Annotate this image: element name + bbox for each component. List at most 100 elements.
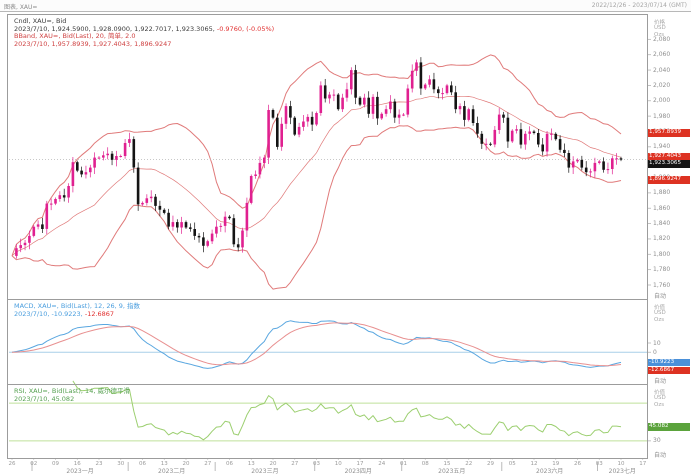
candle-body <box>593 162 597 172</box>
candle-body <box>254 174 257 176</box>
candle-body <box>558 139 562 150</box>
bollinger-lower-line <box>11 125 622 290</box>
candle-body <box>119 156 122 157</box>
candle-body <box>410 70 414 89</box>
candle-body <box>102 155 105 158</box>
candle-body <box>437 89 440 94</box>
candle-body <box>293 117 296 135</box>
candle-body <box>141 202 144 205</box>
candle-body <box>154 196 157 206</box>
macd-line <box>11 320 622 369</box>
candle-body <box>545 133 549 152</box>
window-top-bar: 图表, XAU= 2022/12/26 - 2023/07/14 (GMT) <box>0 0 691 12</box>
candle-body <box>36 224 40 227</box>
candle-body <box>280 123 283 147</box>
candle-body <box>289 106 292 118</box>
candle-body <box>97 157 101 159</box>
chart-tab-label[interactable]: 图表, XAU= <box>4 4 38 11</box>
candle-body <box>32 226 36 236</box>
candle-body <box>328 94 331 99</box>
candle-body <box>528 131 531 134</box>
candle-body <box>584 167 588 173</box>
candle-body <box>611 158 614 169</box>
legend-macd-series: MACD, XAU=, Bid(Last), 12, 26, 9, 指数 <box>14 302 141 310</box>
candle-body <box>354 70 357 98</box>
candle-body <box>67 186 70 198</box>
candle-body <box>345 89 349 98</box>
candle-body <box>393 101 397 118</box>
candle-body <box>493 129 497 145</box>
candle-body <box>236 244 240 248</box>
candle-body <box>297 126 301 135</box>
candle-body <box>167 212 170 227</box>
candle-body <box>123 143 127 156</box>
candle-body <box>537 133 540 145</box>
candle-body <box>23 242 27 246</box>
candle-body <box>41 224 44 229</box>
candle-body <box>415 62 418 71</box>
candle-body <box>215 226 218 234</box>
candle-body <box>367 97 370 114</box>
candle-body <box>519 129 523 145</box>
candle-body <box>589 171 592 173</box>
candle-body <box>193 229 196 236</box>
candle-body <box>62 195 66 198</box>
candle-body <box>402 114 405 116</box>
candle-body <box>389 101 392 110</box>
date-range-label: 2022/12/26 - 2023/07/14 (GMT) <box>591 2 687 9</box>
legend-macd-values: 2023/7/10, -10.9223, -12.6867 <box>14 309 115 318</box>
candle-body <box>350 70 353 90</box>
candle-body <box>541 144 544 152</box>
candle-body <box>171 222 175 227</box>
candle-body <box>145 198 149 203</box>
candle-body <box>371 96 375 114</box>
bollinger-upper-line <box>11 54 622 256</box>
candle-body <box>602 161 605 170</box>
legend-rsi-value: 2023/7/10, 45.082 <box>14 394 75 403</box>
candle-body <box>406 88 410 115</box>
candle-body <box>271 110 275 118</box>
candle-body <box>162 209 166 213</box>
candle-body <box>567 153 571 168</box>
candle-body <box>441 93 444 95</box>
candle-body <box>210 233 214 242</box>
candle-body <box>484 143 488 145</box>
bollinger-middle-line <box>11 95 622 257</box>
candle-body <box>606 169 610 171</box>
candle-body <box>106 153 109 156</box>
candle-body <box>341 97 344 110</box>
candle-body <box>245 202 249 231</box>
candle-body <box>267 110 270 158</box>
candle-body <box>158 205 162 210</box>
candle-body <box>423 84 427 89</box>
candle-body <box>241 230 244 248</box>
legend-ohlc-values: 2023/7/10, 1,924.5900, 1,928.0900, 1,922… <box>14 24 275 33</box>
candle-body <box>180 222 183 228</box>
candle-body <box>480 133 484 144</box>
candle-body <box>615 158 618 160</box>
candle-body <box>263 157 266 163</box>
candle-body <box>397 114 401 118</box>
candle-body <box>323 85 327 99</box>
candle-body <box>467 109 470 120</box>
candle-body <box>76 162 79 171</box>
candle-body <box>223 216 227 226</box>
candle-body <box>71 162 75 186</box>
candle-body <box>310 116 314 125</box>
candle-body <box>189 227 192 229</box>
candle-body <box>515 129 518 131</box>
candle-body <box>276 117 279 147</box>
candle-body <box>219 225 223 227</box>
candle-body <box>249 176 253 203</box>
rsi-line <box>72 380 622 441</box>
candle-body <box>489 143 492 145</box>
candle-body <box>336 94 340 110</box>
candle-body <box>445 85 449 94</box>
legend-macd-signal-value: -12.6867 <box>84 309 115 318</box>
candle-body <box>598 161 601 163</box>
candle-body <box>176 222 179 228</box>
candle-body <box>115 156 118 160</box>
candle-body <box>19 245 22 249</box>
legend-candle-series: Cndl, XAU=, Bid <box>14 17 67 25</box>
